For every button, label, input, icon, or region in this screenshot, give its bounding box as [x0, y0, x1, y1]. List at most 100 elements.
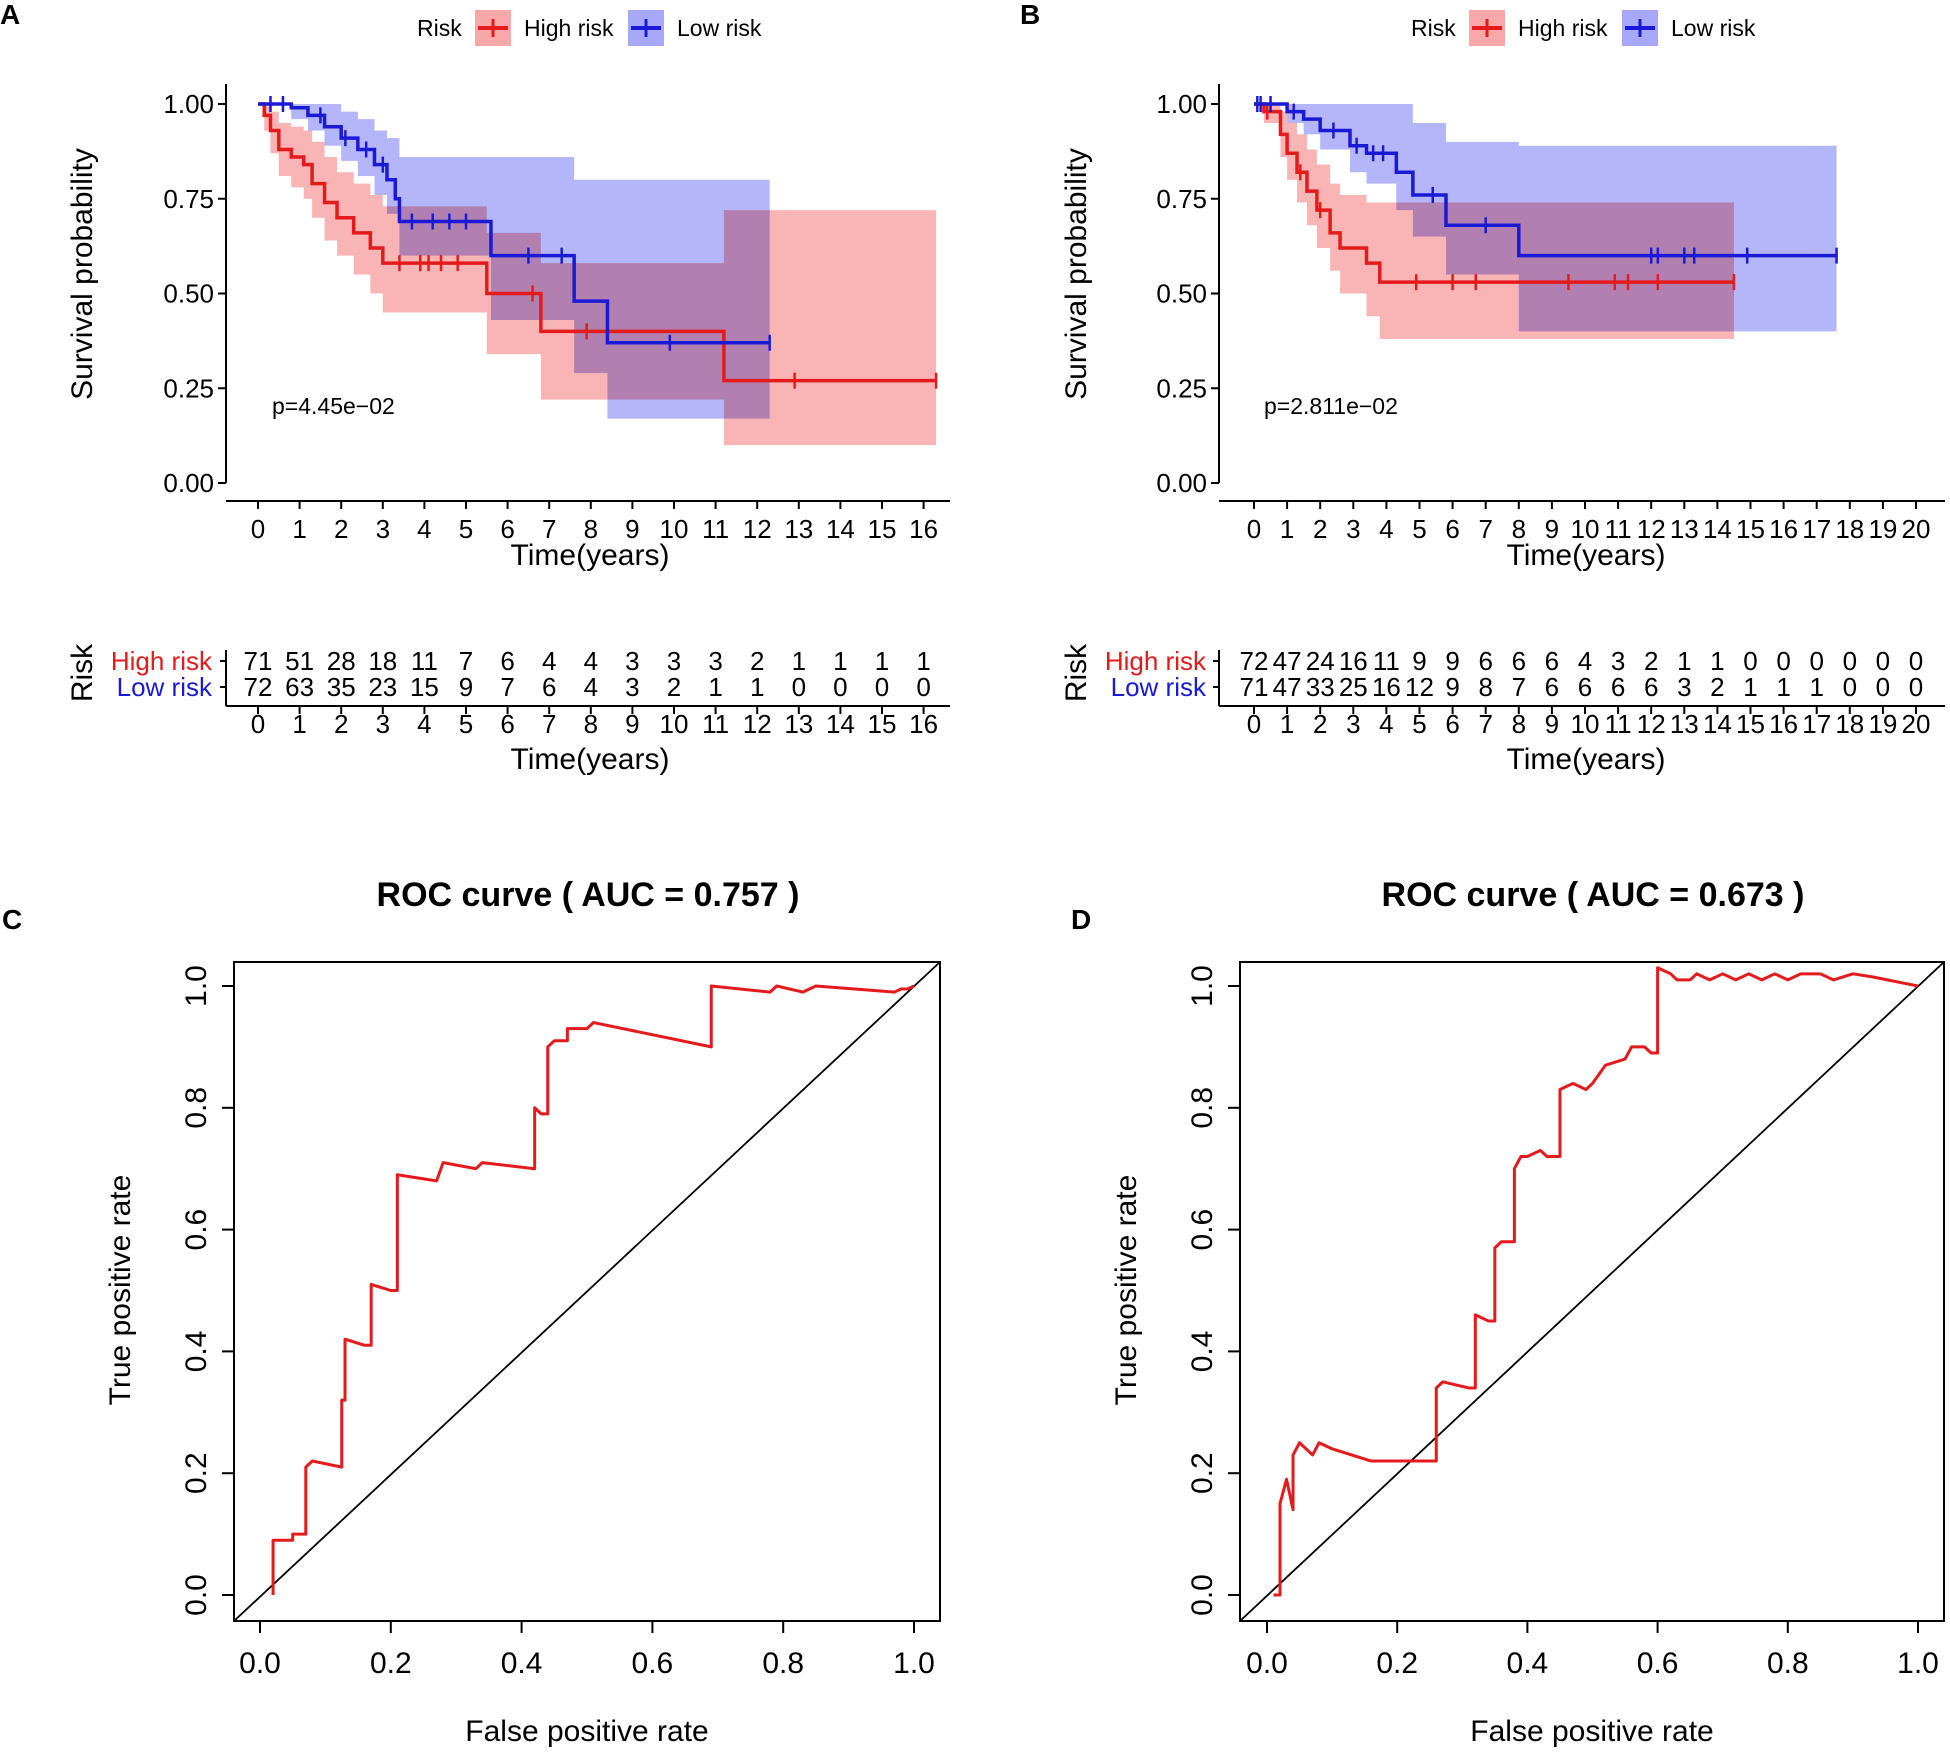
- roc-curve-d: [1273, 966, 1919, 1597]
- risk-x-tick-label-b: 15: [1736, 709, 1765, 739]
- risk-table-b: 72 47 24 16 11 9 9 6 6 6 4 3 2 1 1 0 0 0 0 0 071 47 33 25 16 12 9 8…: [1213, 646, 1945, 739]
- risk-table-ylabel-b: Risk: [1060, 643, 1093, 702]
- risk-count-low-b: 0: [1876, 672, 1890, 702]
- y-tick-label-a: 0.50: [163, 279, 214, 309]
- risk-count-low-a: 7: [500, 672, 514, 702]
- y-tick-label-a: 0.75: [163, 184, 214, 214]
- x-tick-label-b: 20: [1902, 514, 1931, 544]
- x-tick-label-a: 7: [542, 514, 556, 544]
- legend-high-label-a: High risk: [524, 15, 614, 41]
- y-tick-label-c: 0.0: [180, 1574, 213, 1616]
- risk-x-tick-label-a: 0: [251, 709, 265, 739]
- risk-count-high-b: 6: [1545, 646, 1559, 676]
- x-tick-label-b: 13: [1670, 514, 1699, 544]
- risk-count-high-a: 4: [584, 646, 598, 676]
- risk-x-tick-label-b: 6: [1445, 709, 1459, 739]
- risk-count-low-b: 3: [1677, 672, 1691, 702]
- panel-letter-c: C: [2, 904, 22, 935]
- risk-count-low-b: 71: [1240, 672, 1269, 702]
- risk-x-tick-label-a: 6: [500, 709, 514, 739]
- survival-curve-high-b: [1254, 102, 1734, 284]
- x-tick-label-c: 0.8: [762, 1647, 804, 1680]
- risk-x-tick-label-b: 7: [1478, 709, 1492, 739]
- risk-x-tick-label-b: 4: [1379, 709, 1393, 739]
- risk-table-xlabel-a: Time(years): [511, 743, 670, 776]
- y-axis-label-b: Survival probability: [1060, 148, 1093, 400]
- risk-x-tick-label-b: 5: [1412, 709, 1426, 739]
- legend-high-label-b: High risk: [1518, 15, 1608, 41]
- risk-count-high-a: 11: [411, 646, 438, 676]
- x-tick-label-c: 1.0: [893, 1647, 935, 1680]
- risk-count-low-a: 0: [792, 672, 806, 702]
- risk-row-label-low-b: Low risk: [1111, 672, 1207, 702]
- y-tick-label-d: 0.0: [1186, 1574, 1219, 1616]
- risk-count-low-a: 1: [750, 672, 764, 702]
- risk-count-low-a: 4: [584, 672, 598, 702]
- x-tick-label-d: 0.2: [1376, 1647, 1418, 1680]
- x-tick-label-a: 4: [417, 514, 431, 544]
- risk-x-tick-label-b: 8: [1512, 709, 1526, 739]
- risk-count-high-a: 1: [875, 646, 889, 676]
- x-tick-label-d: 0.4: [1507, 1647, 1549, 1680]
- risk-count-high-a: 1: [792, 646, 806, 676]
- risk-count-low-a: 6: [542, 672, 556, 702]
- panel-a: A Risk High risk Low risk 0.00 0.25 0.50 0.…: [0, 0, 950, 776]
- risk-count-low-b: 16: [1372, 672, 1401, 702]
- risk-count-low-b: 1: [1809, 672, 1823, 702]
- risk-x-tick-label-a: 12: [743, 709, 772, 739]
- risk-x-tick-label-b: 2: [1313, 709, 1327, 739]
- risk-count-high-b: 72: [1240, 646, 1269, 676]
- risk-count-high-a: 18: [368, 646, 397, 676]
- risk-count-high-b: 6: [1512, 646, 1526, 676]
- risk-count-low-a: 0: [875, 672, 889, 702]
- risk-x-tick-label-a: 5: [459, 709, 473, 739]
- y-tick-label-b: 0.50: [1156, 279, 1207, 309]
- plot-frame-d: [1239, 961, 1945, 1622]
- y-tick-label-d: 0.6: [1186, 1209, 1219, 1251]
- y-axis-label-a: Survival probability: [66, 148, 99, 400]
- x-tick-label-a: 15: [868, 514, 897, 544]
- x-tick-label-b: 14: [1703, 514, 1732, 544]
- legend-b: Risk High risk Low risk: [1411, 10, 1756, 46]
- panel-letter-b: B: [1020, 0, 1040, 30]
- y-tick-label-b: 0.25: [1156, 373, 1207, 403]
- y-tick-label-c: 0.2: [180, 1452, 213, 1494]
- risk-count-high-b: 24: [1306, 646, 1335, 676]
- risk-count-low-b: 1: [1776, 672, 1790, 702]
- legend-title-b: Risk: [1411, 15, 1456, 41]
- pvalue-b: p=2.811e−02: [1264, 393, 1398, 419]
- risk-x-tick-label-a: 9: [625, 709, 639, 739]
- x-tick-label-a: 10: [660, 514, 689, 544]
- roc-plot-c: 0.0 0.0 0.2 0.2 0.4 0.4 0.6 0.6 0.8 0.8 1.0 1.0: [180, 961, 941, 1680]
- x-tick-label-b: 0: [1247, 514, 1261, 544]
- risk-x-tick-label-a: 1: [292, 709, 306, 739]
- x-axis-label-a: Time(years): [511, 539, 670, 572]
- risk-count-high-a: 7: [459, 646, 473, 676]
- risk-count-high-b: 47: [1273, 646, 1302, 676]
- x-tick-label-a: 12: [743, 514, 772, 544]
- roc-title-c: ROC curve ( AUC = 0.757 ): [377, 876, 800, 914]
- risk-x-tick-label-b: 9: [1545, 709, 1559, 739]
- ci-band-low-a: [258, 104, 770, 419]
- risk-count-low-a: 2: [667, 672, 681, 702]
- risk-count-low-a: 35: [327, 672, 356, 702]
- risk-x-tick-label-a: 3: [376, 709, 390, 739]
- x-tick-label-a: 14: [826, 514, 855, 544]
- risk-count-low-a: 9: [459, 672, 473, 702]
- risk-row-label-low-a: Low risk: [117, 672, 213, 702]
- y-tick-label-b: 0.75: [1156, 184, 1207, 214]
- reference-diagonal-c: [233, 961, 941, 1622]
- risk-x-tick-label-a: 11: [702, 709, 729, 739]
- ci-band-low-b: [1254, 104, 1837, 332]
- y-tick-label-c: 0.4: [180, 1331, 213, 1373]
- x-tick-label-b: 8: [1512, 514, 1526, 544]
- x-tick-label-a: 0: [251, 514, 265, 544]
- x-tick-label-c: 0.6: [632, 1647, 674, 1680]
- risk-x-tick-label-b: 12: [1637, 709, 1666, 739]
- legend-a: Risk High risk Low risk: [417, 10, 762, 46]
- plot-frame-c: [233, 961, 941, 1622]
- risk-x-tick-label-a: 14: [826, 709, 855, 739]
- x-tick-label-d: 1.0: [1897, 1647, 1939, 1680]
- x-tick-label-c: 0.2: [370, 1647, 412, 1680]
